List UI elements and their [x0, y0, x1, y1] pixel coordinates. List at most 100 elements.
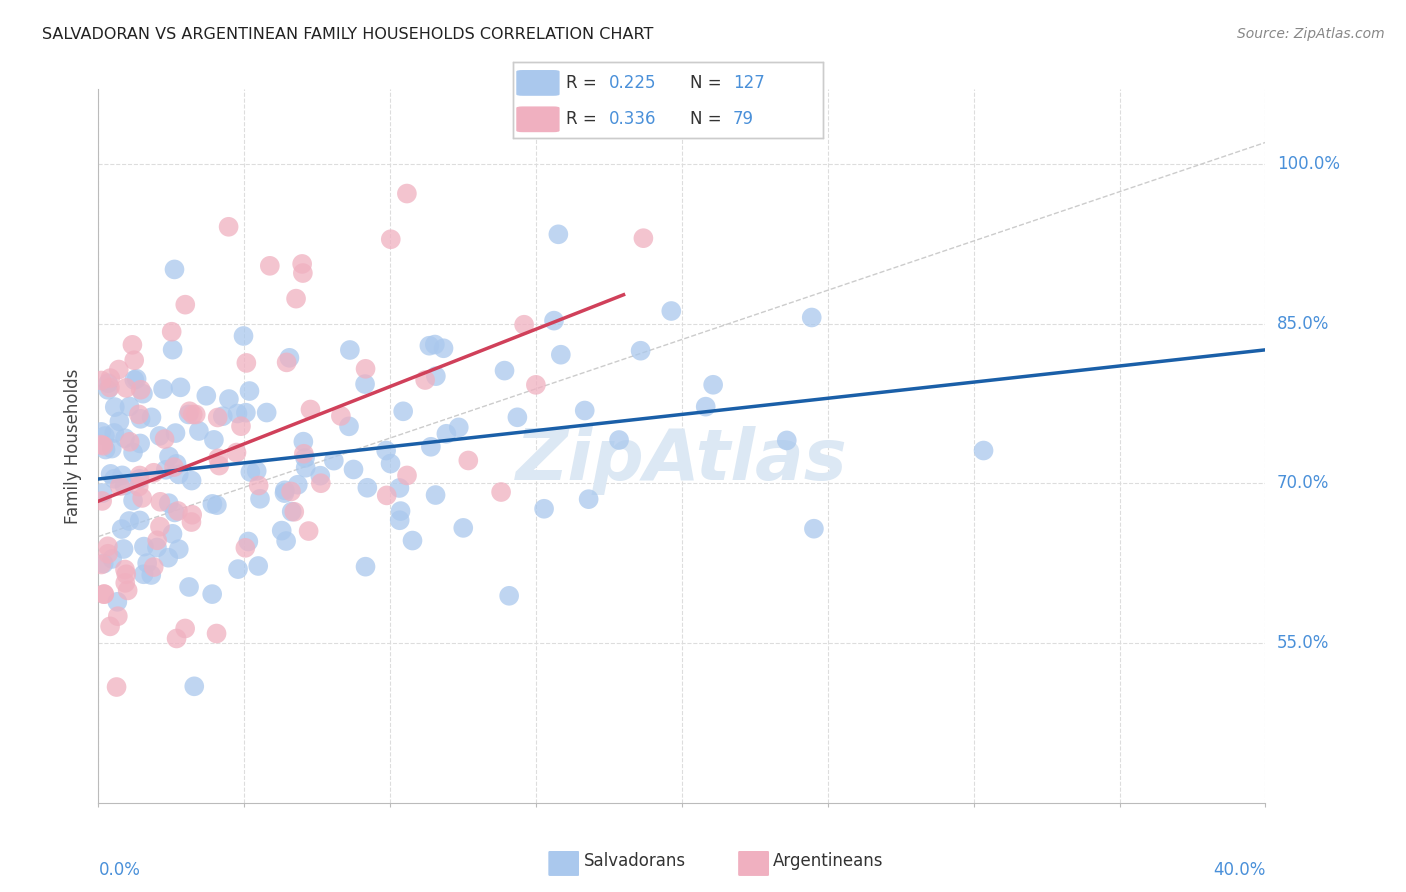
Point [380, 457, 402, 471]
Point [229, 419, 252, 434]
Point [205, 626, 228, 640]
Point [125, 372, 148, 386]
Point [128, 468, 150, 483]
Point [329, 409, 352, 423]
Point [107, 362, 129, 376]
Point [395, 186, 418, 201]
Point [207, 410, 229, 425]
Point [202, 433, 225, 447]
Point [132, 540, 155, 554]
Point [128, 408, 150, 422]
Point [108, 479, 131, 493]
Point [160, 325, 183, 339]
Point [337, 419, 360, 434]
Point [434, 426, 457, 441]
Point [354, 361, 377, 376]
Point [309, 468, 332, 483]
Point [547, 227, 569, 242]
Point [104, 400, 127, 414]
Point [249, 491, 271, 506]
Point [97, 383, 120, 397]
Point [389, 504, 412, 518]
Point [114, 562, 136, 576]
Point [342, 462, 364, 476]
Point [174, 298, 197, 312]
Point [132, 567, 155, 582]
Point [659, 304, 682, 318]
Point [280, 505, 302, 519]
Point [294, 460, 316, 475]
Point [181, 408, 204, 422]
Point [121, 338, 143, 352]
Point [226, 407, 249, 421]
Point [129, 436, 152, 450]
FancyBboxPatch shape [516, 70, 560, 95]
Point [232, 329, 254, 343]
Point [294, 450, 316, 465]
Point [401, 533, 423, 548]
Point [457, 453, 479, 467]
Point [122, 493, 145, 508]
Point [162, 526, 184, 541]
Point [218, 219, 240, 234]
Point [167, 504, 190, 518]
Point [128, 472, 150, 486]
Point [489, 485, 512, 500]
Point [108, 414, 131, 428]
Text: 40.0%: 40.0% [1213, 862, 1265, 880]
Point [90, 425, 112, 439]
Point [163, 262, 186, 277]
Point [97, 547, 120, 561]
Point [973, 443, 995, 458]
Point [111, 468, 134, 483]
Point [98, 619, 121, 633]
Point [550, 348, 572, 362]
FancyBboxPatch shape [548, 851, 579, 876]
Point [98, 371, 121, 385]
Point [292, 434, 315, 449]
Point [122, 353, 145, 368]
Point [148, 429, 170, 443]
Point [141, 410, 163, 425]
Point [235, 406, 257, 420]
Point [122, 445, 145, 459]
Point [167, 467, 190, 482]
Point [163, 460, 186, 475]
Text: ZipAtlas: ZipAtlas [516, 425, 848, 495]
Point [91, 486, 114, 500]
Point [163, 505, 186, 519]
Point [246, 464, 269, 478]
Point [115, 567, 138, 582]
Text: N =: N = [689, 74, 727, 92]
Point [181, 508, 204, 522]
Point [142, 560, 165, 574]
Point [270, 524, 292, 538]
Point [418, 339, 440, 353]
Point [114, 575, 136, 590]
Point [90, 558, 112, 572]
Point [153, 432, 176, 446]
Point [207, 451, 229, 466]
Point [112, 541, 135, 556]
Point [142, 466, 165, 480]
Point [578, 492, 600, 507]
Point [169, 380, 191, 394]
Point [93, 557, 115, 571]
Point [247, 478, 270, 492]
Text: Salvadorans: Salvadorans [583, 852, 686, 870]
Point [93, 587, 115, 601]
Point [280, 484, 302, 499]
Point [524, 377, 547, 392]
Point [506, 410, 529, 425]
Point [380, 232, 402, 246]
Point [201, 497, 224, 511]
Point [239, 465, 262, 479]
Point [291, 257, 314, 271]
Point [425, 488, 447, 502]
Point [776, 434, 799, 448]
Point [800, 310, 823, 325]
Point [177, 580, 200, 594]
Point [93, 439, 115, 453]
Point [146, 541, 169, 555]
Point [395, 468, 418, 483]
